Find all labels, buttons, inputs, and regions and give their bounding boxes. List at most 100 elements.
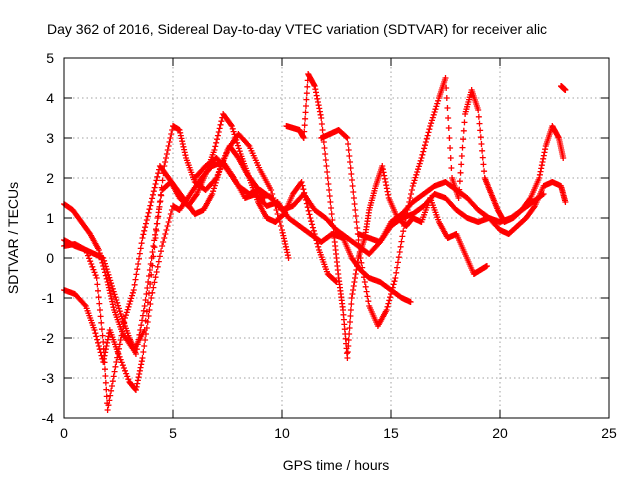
data-point [433, 103, 440, 110]
data-point [245, 141, 252, 148]
data-point [91, 327, 98, 333]
data-point [169, 127, 176, 133]
data-point [316, 105, 323, 112]
data-point [325, 181, 332, 187]
data-point [108, 383, 115, 389]
data-point [118, 359, 125, 366]
data-point [408, 187, 415, 193]
data-point [164, 223, 171, 229]
data-point [309, 224, 316, 231]
data-point [356, 249, 363, 255]
data-point [428, 120, 435, 127]
data-point [111, 368, 118, 375]
data-point [393, 269, 400, 276]
data-point [151, 279, 158, 286]
data-point [107, 277, 114, 284]
data-point [345, 337, 352, 343]
data-point [108, 280, 115, 287]
data-point [125, 376, 132, 383]
data-point [107, 290, 114, 297]
data-point [217, 165, 224, 172]
data-point [360, 274, 367, 281]
data-point [109, 301, 116, 308]
data-point [88, 261, 95, 267]
data-point [108, 295, 115, 302]
data-point [400, 228, 407, 235]
data-point [314, 99, 321, 105]
data-point [135, 261, 142, 267]
data-point [390, 281, 397, 288]
data-point [95, 287, 102, 294]
data-point [537, 168, 544, 175]
data-point [114, 299, 121, 306]
data-point [134, 341, 141, 348]
data-point [129, 292, 136, 299]
data-point [397, 243, 404, 250]
data-point [443, 95, 450, 101]
data-point [384, 188, 391, 195]
data-point [274, 211, 281, 217]
data-point [353, 267, 360, 273]
data-point [432, 106, 439, 113]
data-point [348, 295, 355, 301]
data-point [476, 120, 483, 127]
data-point [101, 352, 108, 359]
data-point [141, 343, 148, 349]
data-point [431, 109, 438, 115]
data-point [320, 139, 327, 145]
data-point [281, 238, 288, 245]
data-point [310, 227, 317, 234]
data-point [326, 193, 333, 199]
data-point [180, 143, 187, 150]
data-point [163, 155, 170, 161]
data-point [324, 169, 331, 175]
data-point [158, 192, 165, 199]
data-point [150, 284, 157, 291]
data-point [312, 234, 319, 241]
data-point [179, 138, 186, 145]
data-point [480, 161, 487, 168]
data-point [168, 131, 175, 137]
data-point [447, 145, 454, 151]
data-point [90, 266, 97, 273]
data-point [279, 229, 286, 236]
data-point [280, 232, 287, 239]
data-point [562, 87, 569, 93]
data-point [93, 275, 100, 281]
y-tick-label: -1 [42, 290, 55, 306]
data-point [132, 276, 139, 283]
x-tick-label: 25 [601, 425, 617, 441]
data-point [151, 237, 158, 244]
data-point [477, 127, 484, 134]
data-point [346, 331, 353, 337]
data-point [139, 312, 146, 319]
data-point [350, 283, 357, 289]
data-point [422, 139, 429, 145]
data-point [142, 220, 149, 227]
data-point [150, 188, 157, 195]
data-point [407, 195, 414, 201]
data-point [360, 269, 367, 276]
data-point [365, 298, 372, 305]
data-point [355, 237, 362, 243]
data-point [95, 247, 102, 253]
data-point [352, 271, 359, 277]
data-point [435, 97, 442, 104]
data-point [139, 317, 146, 324]
data-point [407, 299, 414, 305]
data-point [164, 147, 171, 153]
data-point [115, 350, 122, 357]
data-point [323, 163, 330, 169]
data-point [475, 107, 482, 113]
data-point [136, 371, 143, 377]
data-point [231, 131, 238, 138]
data-point [163, 227, 170, 233]
data-point [388, 287, 395, 294]
data-point [357, 255, 364, 261]
data-point [114, 354, 121, 361]
series-track-8 [191, 155, 547, 257]
data-point [125, 303, 132, 310]
data-point [155, 258, 162, 265]
data-point [352, 275, 359, 281]
data-point [273, 207, 280, 213]
